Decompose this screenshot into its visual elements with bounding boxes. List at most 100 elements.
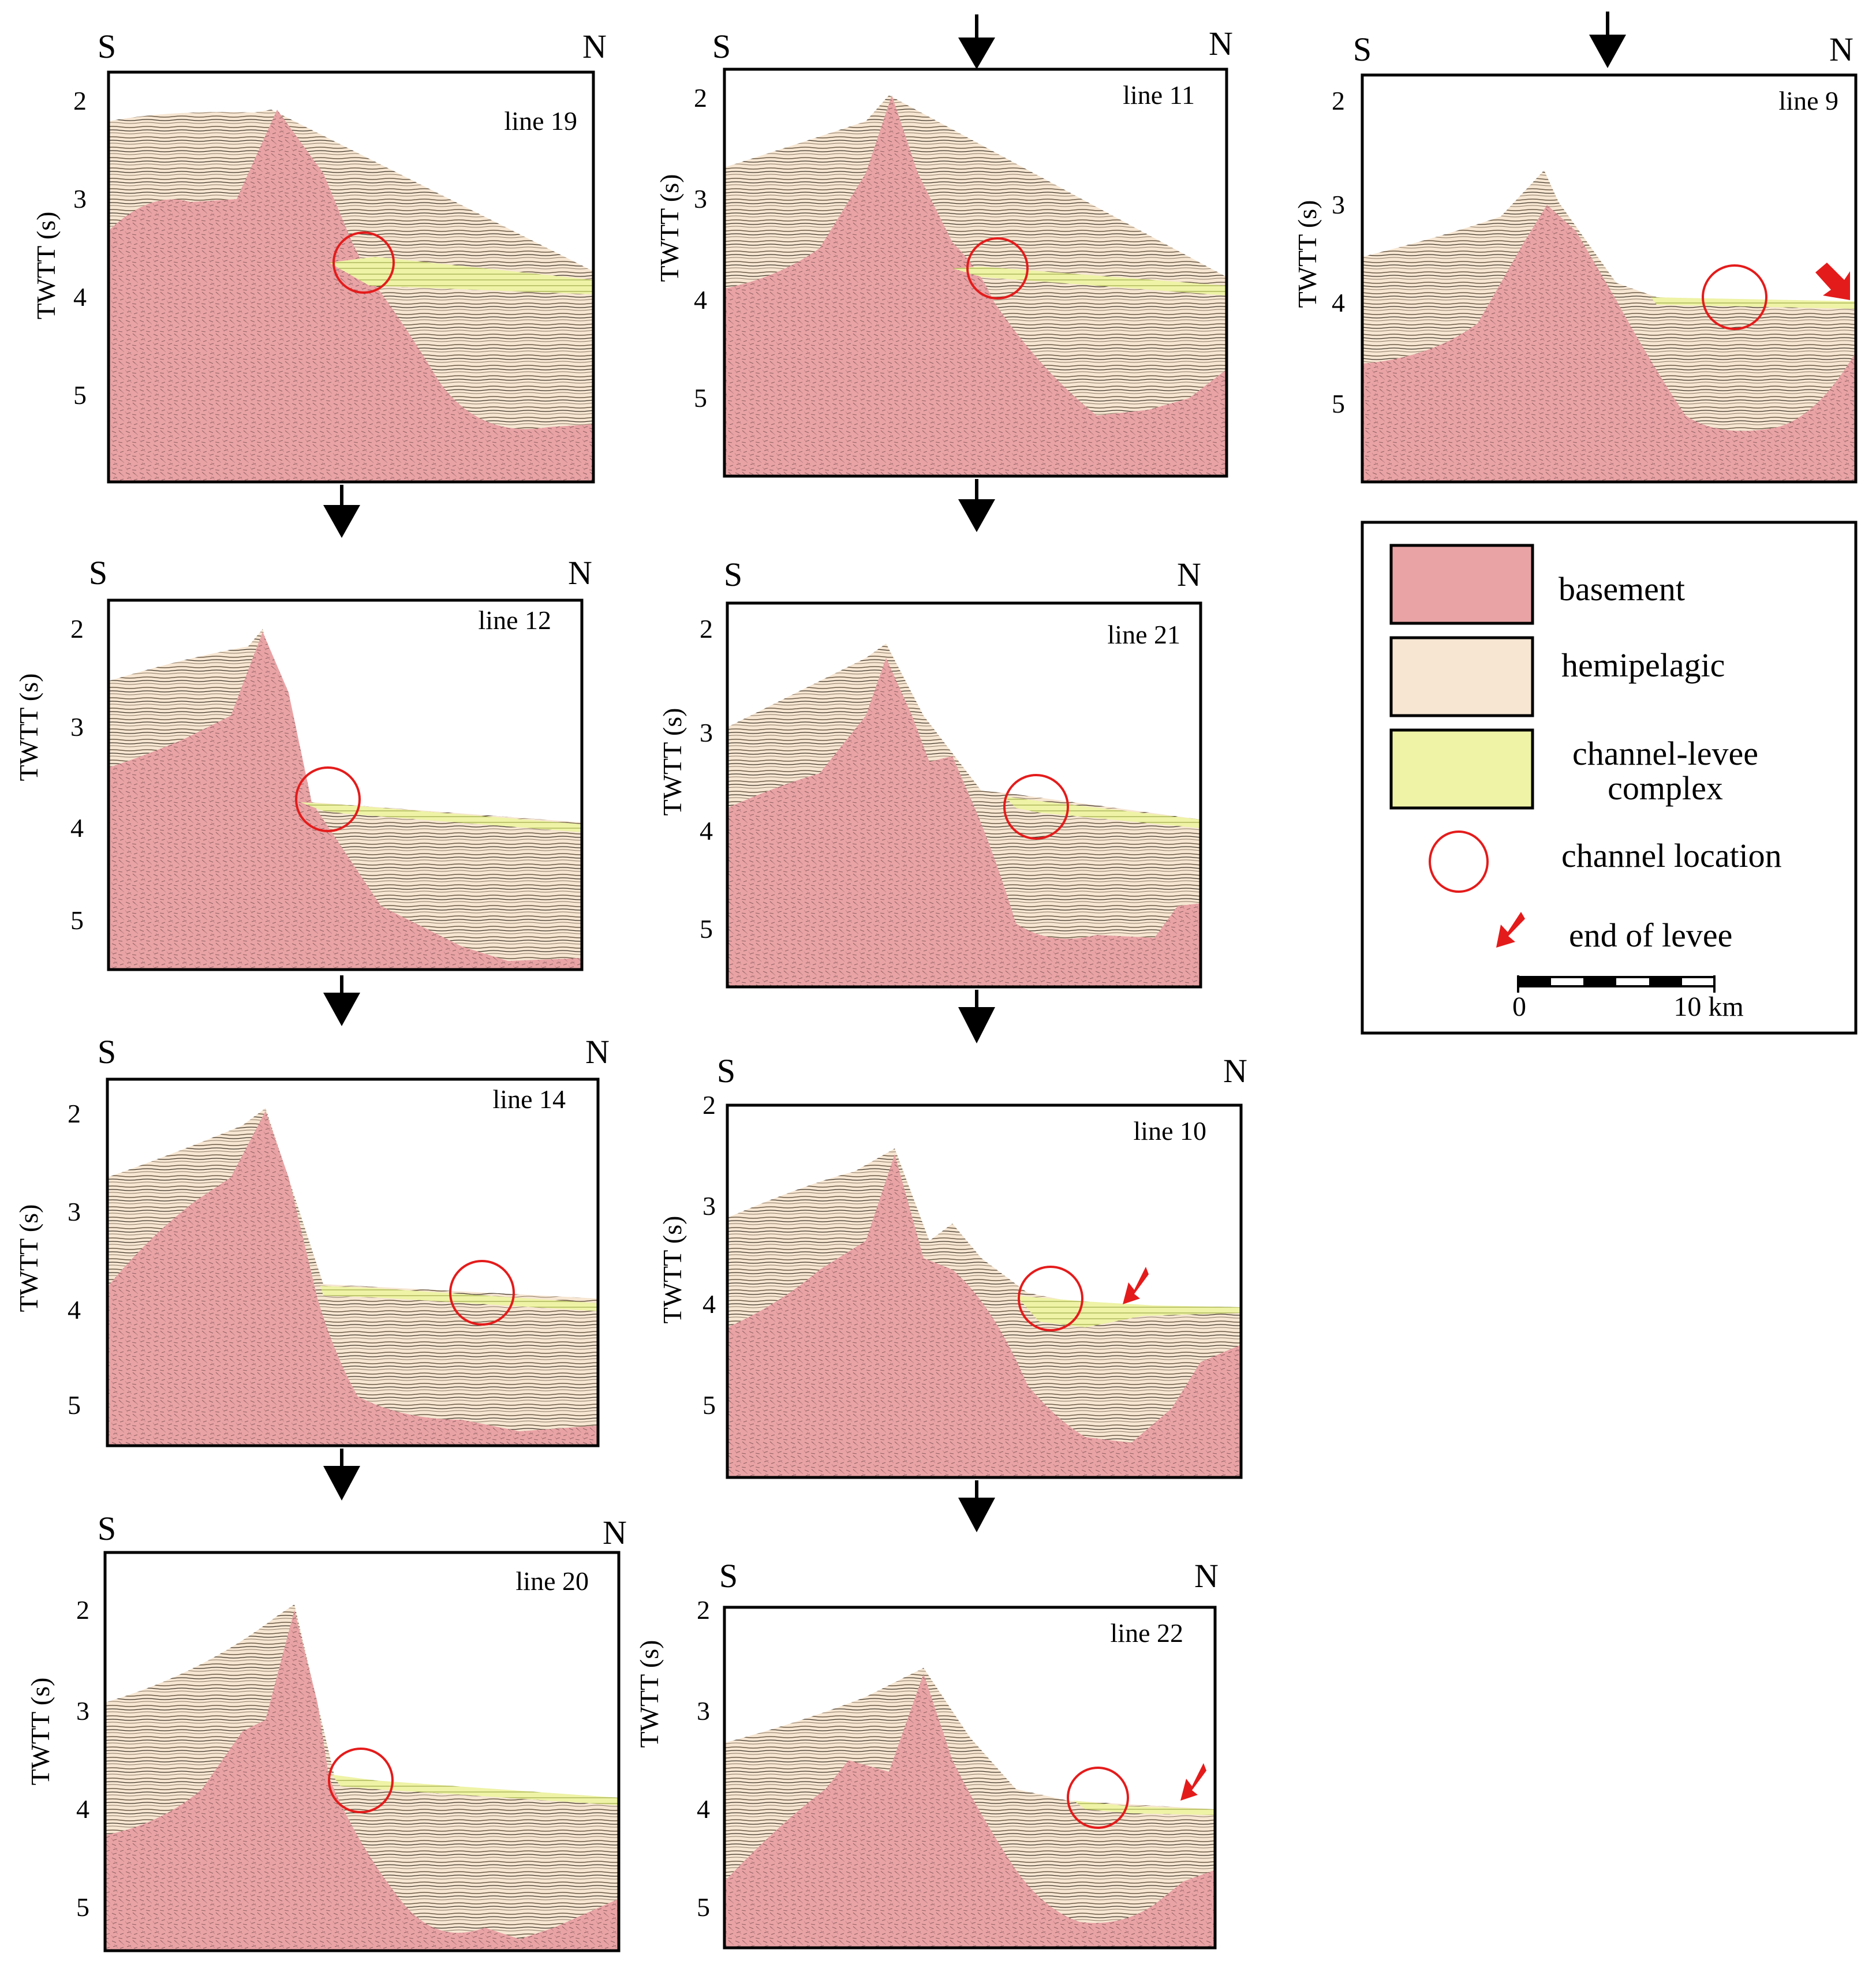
north-label: N [1209, 25, 1233, 62]
panel-title: line 12 [479, 605, 551, 635]
down-arrow-icon [323, 975, 360, 1026]
panel-title: line 11 [1123, 80, 1195, 110]
y-axis-label: TWTT (s) [655, 174, 684, 282]
south-label: S [98, 1033, 116, 1071]
legend-label-channel-levee-line2: complex [1608, 769, 1723, 807]
down-arrow-icon [323, 1449, 360, 1501]
channel-levee-fill [300, 802, 582, 832]
panel-line-22: line 22 S N TWTT (s) 2 3 4 5 [634, 1557, 1219, 1950]
legend-channel-location-icon [1429, 830, 1489, 893]
tick-3: 3 [694, 184, 707, 214]
basement-body [727, 1154, 1241, 1477]
tick-4: 4 [697, 1794, 710, 1824]
south-label: S [712, 28, 731, 65]
legend-label-channel-levee: channel-levee [1572, 735, 1758, 772]
seismic-section [727, 1105, 1241, 1477]
south-label: S [724, 556, 742, 593]
seismic-section [105, 1552, 619, 1951]
channel-levee-fill [329, 257, 593, 294]
tick-2: 2 [68, 1099, 81, 1128]
tick-5: 5 [700, 914, 713, 944]
panel-frame [726, 1103, 1243, 1479]
basement-body [724, 1674, 1215, 1948]
flow-arrows [323, 12, 1626, 1532]
channel-location-marker [449, 1260, 515, 1326]
down-arrow-icon [958, 479, 995, 532]
channel-location-marker [1702, 264, 1767, 330]
panel-frame [723, 1606, 1217, 1950]
tick-3: 3 [697, 1696, 710, 1726]
north-label: N [603, 1514, 627, 1551]
seismic-section [724, 1607, 1215, 1948]
panel-frame [723, 68, 1228, 478]
panel-line-14: line 14 S N TWTT (s) 2 3 4 5 [14, 1033, 610, 1447]
down-arrow-icon [323, 485, 360, 538]
legend-label-channel-location: channel location [1561, 837, 1782, 874]
channel-levee-fill [320, 1286, 598, 1311]
y-axis-label: TWTT (s) [1292, 200, 1322, 308]
north-label: N [1223, 1052, 1247, 1090]
panel-frame [103, 1551, 621, 1952]
panel-title: line 14 [493, 1084, 566, 1114]
south-label: S [89, 554, 107, 592]
legend-swatch-channel-levee [1389, 728, 1534, 810]
y-axis-label: TWTT (s) [14, 674, 43, 781]
legend: basement hemipelagic channel-levee compl… [1361, 521, 1858, 1035]
panel-line-20: line 20 S N TWTT (s) 2 3 4 5 [25, 1510, 627, 1952]
channel-location-marker [328, 1748, 394, 1813]
channel-levee-fill [1074, 1801, 1215, 1815]
channel-location-marker [332, 231, 395, 294]
panel-frame [1361, 73, 1858, 484]
tick-4: 4 [700, 816, 713, 845]
channel-location-marker [1067, 1767, 1129, 1829]
north-label: N [1194, 1557, 1219, 1595]
tick-5: 5 [697, 1892, 710, 1922]
basement-body [107, 1111, 598, 1446]
basement-body [727, 658, 1201, 987]
channel-location-marker [295, 766, 361, 832]
down-arrow-icon [1589, 12, 1626, 68]
legend-swatch-basement [1389, 544, 1534, 625]
tick-3: 3 [1332, 190, 1345, 219]
tick-5: 5 [70, 906, 84, 935]
tick-4: 4 [1332, 288, 1345, 317]
tick-3: 3 [700, 718, 713, 747]
panel-frame [106, 1077, 600, 1447]
panel-title: line 9 [1779, 86, 1838, 115]
channel-location-marker [1018, 1266, 1083, 1331]
tick-3: 3 [73, 184, 87, 214]
panel-title: line 20 [516, 1566, 589, 1596]
down-arrow-icon [958, 14, 995, 69]
tick-2: 2 [702, 1090, 716, 1120]
tick-2: 2 [1332, 86, 1345, 115]
seismic-section [727, 603, 1201, 987]
legend-end-of-levee-icon [1496, 912, 1525, 948]
north-label: N [582, 28, 607, 65]
y-axis-label: TWTT (s) [634, 1640, 664, 1748]
panel-title: line 10 [1134, 1116, 1206, 1146]
panel-line-21: line 21 S N TWTT (s) 2 3 4 5 [657, 556, 1202, 989]
legend-label-end-of-levee: end of levee [1569, 916, 1732, 954]
channel-levee-fill [332, 1775, 619, 1805]
north-label: N [568, 554, 592, 592]
channel-location-marker [966, 237, 1029, 300]
tick-2: 2 [76, 1595, 89, 1625]
north-label: N [1177, 556, 1201, 593]
panel-line-19: line 19 S N TWTT (s) 2 3 4 5 [31, 28, 607, 484]
panel-line-9: line 9 S N TWTT (s) 2 3 4 5 [1292, 31, 1858, 484]
tick-4: 4 [68, 1295, 81, 1325]
y-axis-label: TWTT (s) [31, 212, 61, 320]
basement-body [724, 95, 1227, 476]
scale-bar [1517, 975, 1716, 993]
tick-5: 5 [702, 1390, 716, 1420]
north-label: N [585, 1033, 610, 1071]
tick-3: 3 [70, 712, 84, 742]
basement-body [105, 1610, 619, 1951]
tick-2: 2 [700, 614, 713, 643]
y-axis-label: TWTT (s) [25, 1678, 55, 1786]
seismic-section [1362, 75, 1856, 482]
down-arrow-icon [958, 1480, 995, 1532]
tick-5: 5 [73, 380, 87, 410]
basement-body [1362, 205, 1856, 482]
